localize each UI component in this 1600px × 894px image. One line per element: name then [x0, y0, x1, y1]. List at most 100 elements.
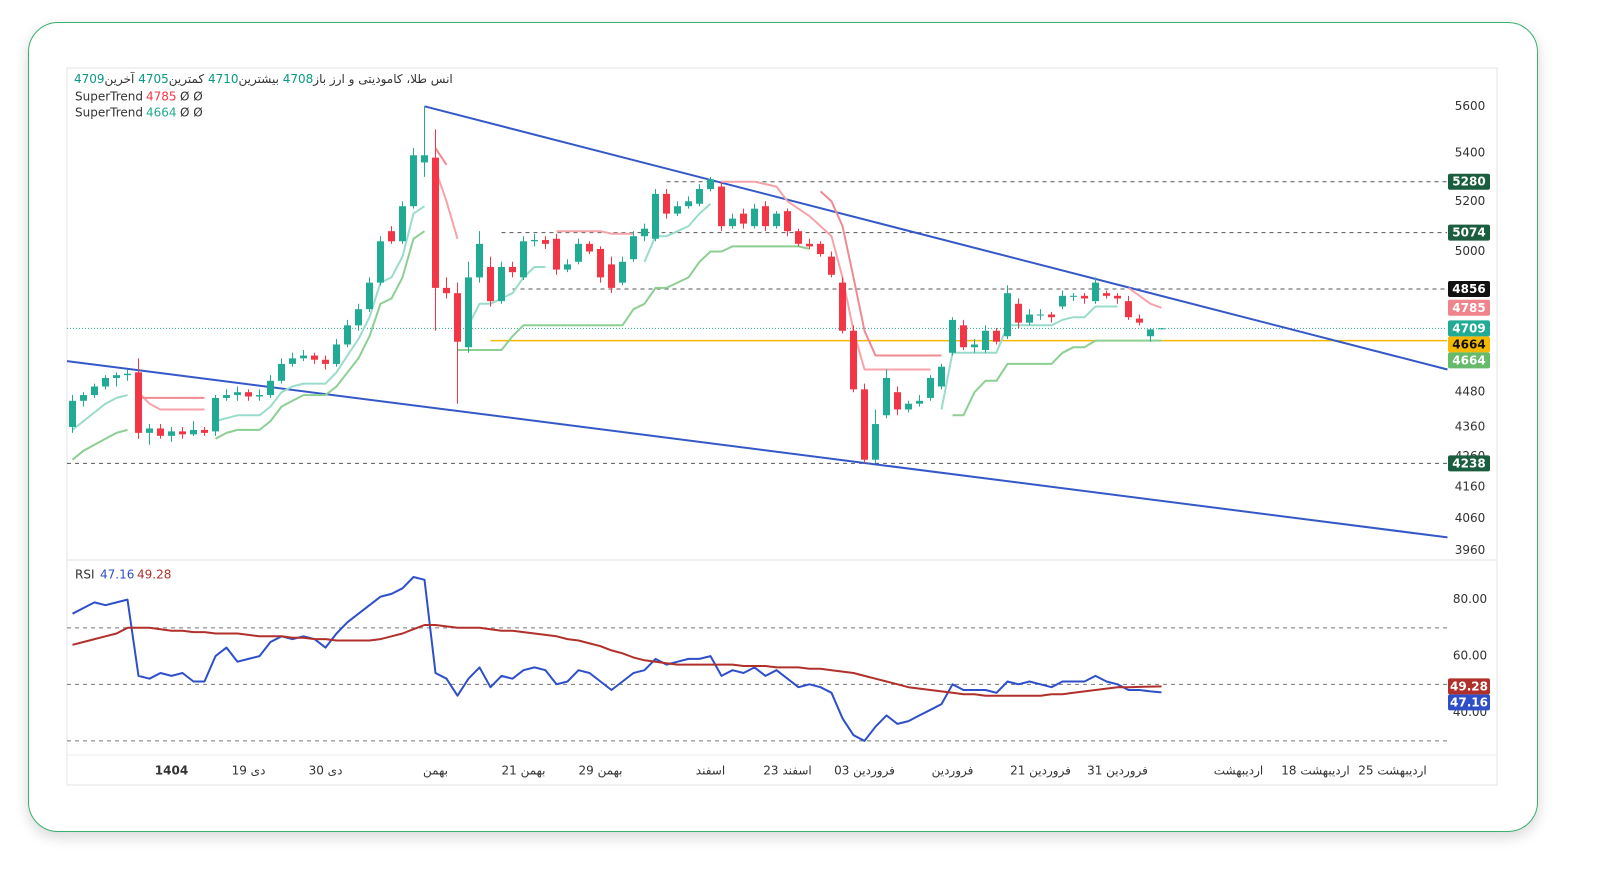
candle-body [553, 238, 560, 270]
candle-body [982, 330, 989, 350]
candle-body [696, 188, 703, 204]
candle-body [762, 206, 769, 227]
supertrend-line [467, 266, 546, 326]
candle-body [1037, 314, 1044, 316]
plot-frame [66, 67, 1498, 786]
supertrend-line [434, 147, 448, 166]
candle-body [883, 377, 890, 416]
x-tick-label: فروردین [932, 764, 974, 779]
candle-body [69, 400, 76, 427]
candle-body [432, 157, 439, 288]
candle-body [256, 395, 263, 397]
price-tag-label: 47.16 [1450, 695, 1488, 709]
candle-body [971, 344, 978, 348]
levels [67, 181, 1447, 464]
low-label: کمترین [168, 72, 205, 86]
candle-body [729, 218, 736, 227]
candle-body [1147, 329, 1154, 337]
x-tick-label: 31 فروردین [1087, 764, 1148, 779]
trendline [66, 360, 1448, 539]
candle-body [663, 193, 670, 214]
legend-params: Ø Ø [180, 106, 203, 120]
candle-body [344, 325, 351, 345]
candle-body [531, 240, 538, 242]
candle-body [564, 264, 571, 270]
candle-body [1059, 295, 1066, 307]
y-tick-label: 4160 [1455, 480, 1486, 494]
supertrend-line [721, 180, 931, 371]
rsi-legend-name: RSI [75, 568, 95, 582]
supertrend-line [457, 245, 810, 351]
candle-body [465, 277, 472, 348]
candle-body [773, 213, 780, 227]
candle-body [927, 377, 934, 398]
candle-body [905, 403, 912, 410]
candle-body [124, 373, 131, 376]
candle-body [245, 392, 252, 397]
candle-body [718, 186, 725, 227]
candle-body [938, 366, 945, 387]
candle-body [487, 266, 494, 302]
rsi-tick-label: 80.00 [1453, 592, 1487, 606]
rsi-pane [67, 576, 1447, 742]
candle-body [1114, 295, 1121, 299]
x-tick-label: 1404 [155, 764, 188, 778]
candle-body [916, 400, 923, 404]
candle-body [685, 201, 692, 207]
candle-body [1026, 314, 1033, 323]
candle-body [267, 380, 274, 396]
supertrend-line [952, 339, 1162, 417]
candle-body [421, 155, 428, 163]
candle-body [454, 293, 461, 342]
price-tag [1448, 299, 1490, 316]
candle-body [542, 240, 549, 244]
x-tick-label: 25 اردیبهشت [1358, 764, 1427, 779]
candle-body [377, 241, 384, 283]
high-value: 4710 [207, 72, 239, 86]
candle-body [608, 264, 615, 288]
candle-body [630, 236, 637, 260]
candle-body [1103, 293, 1110, 296]
candle-body [1136, 318, 1143, 323]
price-tag-label: 4856 [1452, 282, 1485, 296]
legend: SuperTrend 4785 Ø Ø SuperTrend 4664 Ø Ø … [75, 90, 203, 582]
price-tag [1448, 455, 1490, 472]
candle-body [201, 429, 208, 433]
x-tick-label: 21 فروردین [1010, 764, 1071, 779]
candle-body [828, 256, 835, 275]
price-tag-label: 4664 [1452, 337, 1485, 351]
candle-body [1081, 295, 1088, 299]
candle-body [1048, 314, 1055, 318]
supertrend-line [819, 190, 942, 357]
price-tag-label: 5074 [1452, 226, 1485, 240]
candle-body [652, 193, 659, 239]
candle-body [861, 389, 868, 460]
axes: 3960406041604260436044805000520054005600… [155, 99, 1487, 779]
trendline [424, 105, 1448, 371]
candle-body [1004, 293, 1011, 337]
supertrend-line [1127, 287, 1162, 309]
candle-body [1125, 301, 1132, 318]
y-tick-label: 5000 [1455, 244, 1486, 258]
candle-body [575, 243, 582, 262]
price-tags: 5280 5074 4856 4238 4664 4709 4785 4664 47.16 49.… [1448, 173, 1490, 711]
x-tick-label: اردیبهشت [1214, 764, 1263, 779]
price-tag [1448, 352, 1490, 369]
supertrend-line [71, 394, 128, 431]
ohlc-header: 4709آخرین 4705کمترین 4710بیشترین 4708باز… [74, 72, 453, 86]
legend-value: 4785 [146, 90, 177, 104]
candle-body [949, 319, 956, 353]
candle-body [817, 243, 824, 255]
supertrend-line [215, 230, 426, 440]
candle-body [476, 243, 483, 278]
supertrend-line [71, 428, 128, 461]
close-label: آخرین [104, 72, 135, 86]
candle-body [1092, 282, 1099, 302]
candle-body [1158, 328, 1165, 330]
candle-body [102, 377, 109, 387]
supertrend-line [434, 169, 459, 240]
trendlines [66, 105, 1448, 539]
price-tag-label: 4238 [1452, 456, 1485, 470]
y-tick-label: 5600 [1455, 99, 1486, 113]
